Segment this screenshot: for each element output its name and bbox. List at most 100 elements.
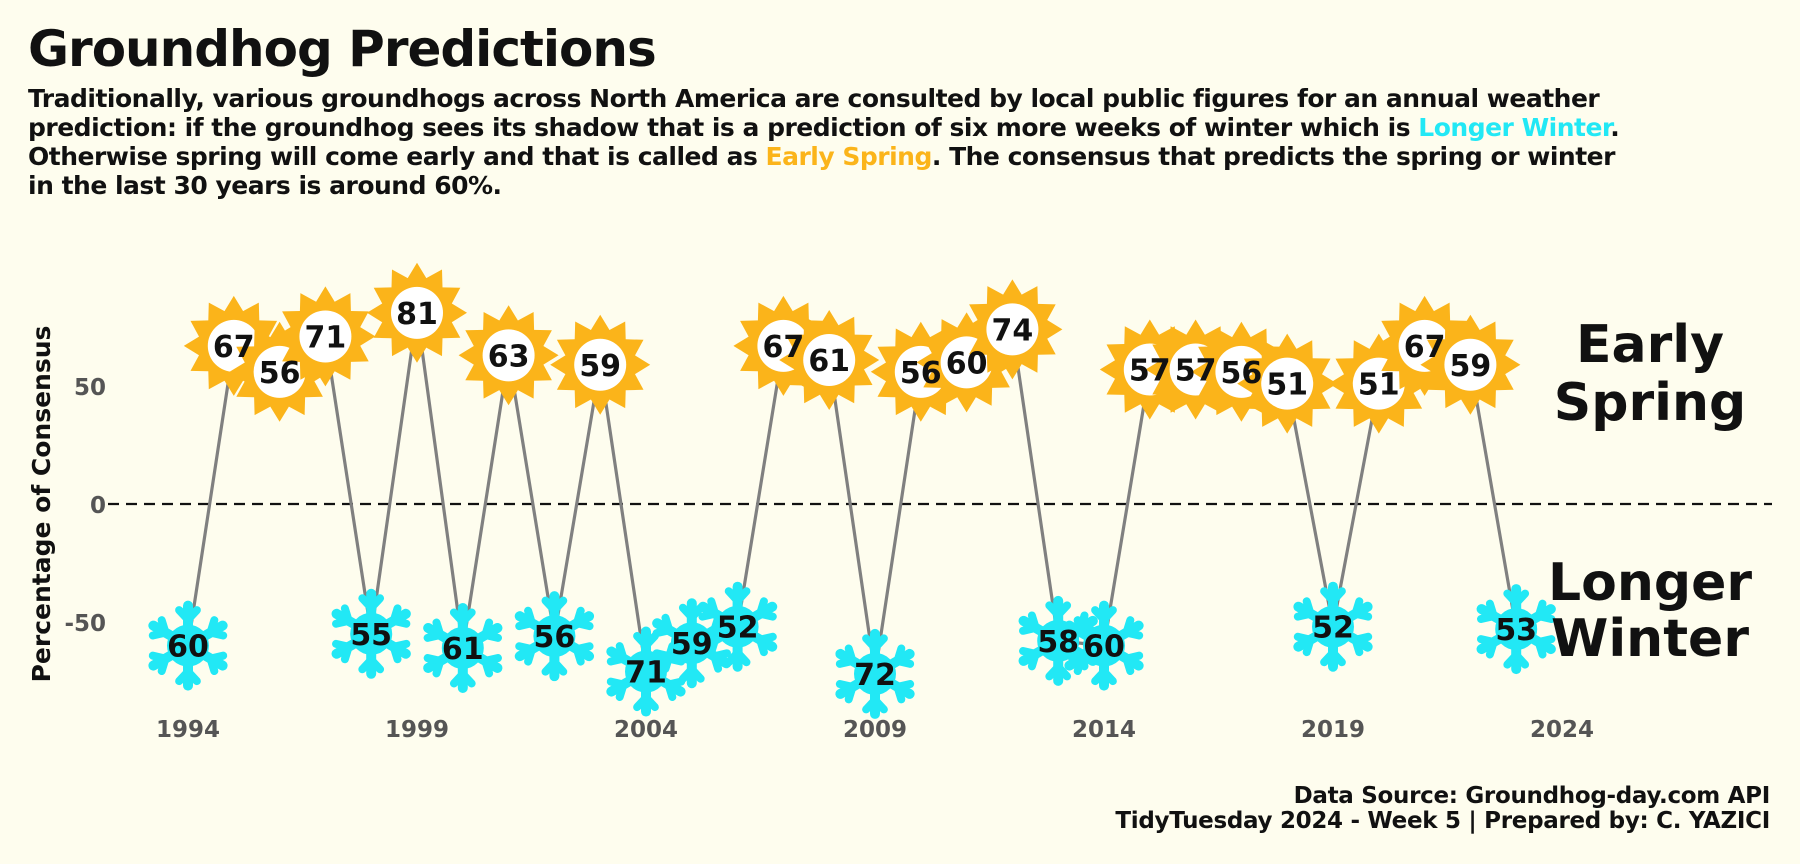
data-label: 61 (442, 632, 484, 667)
connector-line (186, 344, 236, 648)
snowflake-branch (206, 616, 219, 637)
connector-line (461, 353, 511, 650)
snowflake-branch (756, 597, 768, 618)
connector-line (1010, 327, 1060, 643)
snowflake-icon (1476, 584, 1556, 675)
snowflake-branch (606, 654, 628, 666)
connector-line (735, 344, 786, 629)
snowflake-center (1495, 608, 1538, 651)
x-tick-label: 2004 (614, 717, 678, 743)
snowflake-branch (862, 634, 879, 652)
snowflake-branch (893, 644, 906, 665)
snowflake-branch (1351, 597, 1364, 618)
y-tick-label: -50 (64, 611, 106, 637)
snowflake-branch (1019, 623, 1040, 635)
snowflake-branch (1320, 587, 1337, 605)
snowflake-branch (148, 628, 170, 640)
snowflake-center (167, 624, 209, 667)
region-label-line1: Longer (1548, 553, 1752, 613)
snowflake-branch (423, 630, 445, 642)
snowflake-center (441, 626, 484, 669)
subtitle-keyword-early-spring: Early Spring (765, 142, 933, 171)
caption-credit: TidyTuesday 2024 - Week 5 | Prepared by:… (1115, 808, 1770, 834)
subtitle-text-3: . The consensus that predicts the spring… (28, 142, 1615, 200)
snowflake-branch (661, 652, 674, 673)
snowflake-branch (1302, 635, 1315, 657)
data-label: 56 (534, 620, 576, 655)
chart-title: Groundhog Predictions (28, 20, 657, 78)
data-label: 72 (854, 658, 896, 693)
snowflake-icon (652, 598, 732, 689)
snowflake-branch (458, 669, 476, 688)
snowflake-icon (697, 581, 778, 672)
x-tick-label: 2024 (1530, 717, 1594, 743)
snowflake-center (1083, 624, 1125, 667)
snowflake-branch (515, 619, 536, 631)
snowflake-branch (652, 626, 674, 638)
snowflake-branch (1064, 628, 1086, 640)
snowflake-branch (707, 635, 720, 657)
snowflake-branch (687, 665, 705, 683)
snowflake-branch (1503, 589, 1521, 608)
sun-center (803, 334, 856, 387)
snowflake-branch (206, 651, 228, 663)
snowflake-branch (524, 645, 536, 666)
snowflake-branch (1477, 612, 1498, 623)
snowflake-branch (389, 604, 402, 625)
data-label: 67 (213, 330, 255, 365)
snowflake-branch (1293, 609, 1315, 621)
connector-line (1285, 382, 1335, 629)
snowflake-icon (835, 628, 915, 719)
sun-icon (550, 314, 651, 415)
sun-center (391, 286, 443, 339)
snowflake-icon (423, 602, 503, 693)
connector-line (415, 311, 465, 650)
x-tick-label: 1999 (385, 717, 449, 743)
snowflake-branch (1122, 651, 1144, 663)
snowflake-branch (572, 606, 585, 628)
data-label: 60 (946, 346, 988, 381)
data-label: 51 (1266, 368, 1308, 403)
snowflake-center (854, 652, 896, 695)
snowflake-branch (1054, 662, 1072, 681)
caption-source: Data Source: Groundhog-day.com API (1293, 783, 1771, 809)
connector-line (827, 358, 877, 676)
subtitle-text-2: . Otherwise spring will come early and t… (28, 113, 1620, 171)
snowflake-branch (724, 587, 742, 605)
subtitle-text-1: Traditionally, various groundhogs across… (28, 84, 1600, 142)
data-label: 52 (717, 611, 759, 646)
snowflake-center (1312, 605, 1354, 648)
data-label: 53 (1495, 613, 1537, 648)
connector-line (1331, 382, 1381, 629)
data-label: 55 (350, 618, 392, 653)
sun-center (986, 303, 1039, 356)
snowflake-branch (642, 693, 659, 712)
snowflake-branch (481, 654, 502, 665)
sun-center (1261, 357, 1314, 410)
snowflake-branch (1534, 635, 1556, 647)
chart-subtitle: Traditionally, various groundhogs across… (28, 84, 1648, 200)
snowflake-branch (664, 677, 686, 689)
sun-center (482, 329, 535, 382)
region-label-line2: Winter (1551, 609, 1749, 669)
data-label: 81 (396, 297, 438, 332)
snowflake-branch (1122, 616, 1135, 637)
snowflake-branch (871, 695, 888, 714)
snowflake-branch (1073, 654, 1086, 676)
snowflake-branch (1534, 599, 1547, 621)
data-label: 52 (1312, 611, 1354, 646)
x-tick-label: 2009 (843, 717, 907, 743)
snowflake-branch (1351, 632, 1373, 644)
snowflake-branch (710, 649, 731, 661)
snowflake-branch (184, 667, 201, 686)
sun-center (1444, 338, 1497, 391)
sun-icon (779, 310, 880, 410)
sun-center (574, 338, 627, 391)
snowflake-branch (756, 632, 777, 644)
connector-line (598, 363, 648, 674)
snowflake-center (716, 605, 759, 648)
snowflake-branch (1329, 648, 1346, 667)
data-label: 59 (671, 627, 713, 662)
sun-center (299, 310, 352, 363)
snowflake-branch (835, 656, 857, 668)
